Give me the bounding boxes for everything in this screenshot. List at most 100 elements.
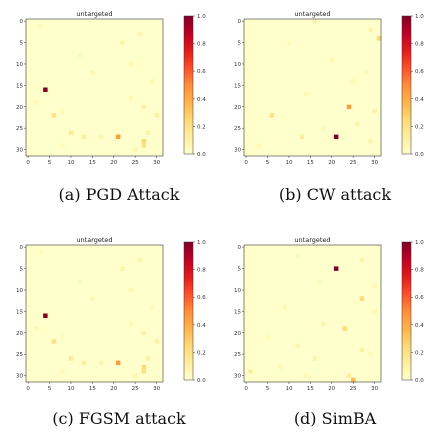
heatmap-cell: [128, 61, 134, 67]
chart-title: untargeted: [76, 10, 112, 18]
x-tick-label: 10: [67, 386, 74, 392]
heatmap-cell: [299, 134, 305, 140]
y-tick-label: 20: [234, 331, 241, 337]
y-tick-label: 25: [16, 126, 23, 132]
heatmap-cell: [265, 334, 270, 340]
heatmap-cell: [90, 296, 95, 301]
heatmap-cell: [137, 31, 142, 37]
x-tick-label: 25: [350, 160, 357, 166]
y-tick-label: 5: [20, 267, 24, 273]
y-tick-label: 5: [20, 41, 24, 47]
x-tick-label: 30: [153, 386, 160, 392]
x-tick-label: 10: [285, 160, 292, 166]
heatmap-cell: [351, 78, 356, 84]
x-tick-label: 30: [371, 386, 378, 392]
heatmap-cell: [359, 347, 365, 353]
heatmap-background: [26, 245, 163, 382]
heatmap-cell: [154, 339, 159, 344]
x-tick-label: 20: [110, 160, 117, 166]
heatmap-cell: [60, 108, 65, 114]
heatmap-cell: [137, 257, 142, 263]
colorbar-tick-label: 0.8: [197, 268, 206, 274]
y-tick-label: 10: [234, 62, 241, 68]
heatmap-panel-4: untargeted 0 5 10 15 20 25 30 0 5 10 15 20 25 30 0.0 0.2…: [228, 232, 444, 397]
heatmap-cell: [120, 266, 125, 271]
x-tick-label: 25: [350, 386, 357, 392]
y-tick-label: 25: [234, 352, 241, 358]
heatmap-cell: [269, 113, 275, 118]
heatmap-cell: [295, 343, 300, 348]
y-tick-label: 30: [16, 374, 23, 380]
heatmap-cell: [43, 87, 48, 92]
heatmap-cell: [372, 309, 377, 314]
y-tick-label: 10: [16, 288, 23, 294]
heatmap-cell: [43, 313, 48, 318]
heatmap-panel-3: untargeted 0 5 10 15 20 25 30 0 5 10 15 20 25 30 0.0 0.2…: [10, 232, 230, 397]
heatmap-cell: [368, 352, 373, 357]
x-tick-label: 15: [307, 160, 314, 166]
heatmap-cell: [303, 373, 309, 378]
heatmap-cell: [150, 304, 155, 310]
heatmap-cell: [346, 104, 352, 110]
heatmap-cell: [256, 143, 262, 148]
y-tick-label: 25: [234, 126, 241, 132]
y-tick-label: 0: [238, 19, 242, 25]
colorbar-tick-label: 0.0: [415, 378, 424, 384]
heatmap-cell: [51, 339, 57, 344]
heatmap-cell: [248, 369, 253, 374]
colorbar-tick-label: 0.0: [415, 152, 424, 158]
colorbar-tick-label: 0.6: [415, 69, 424, 75]
heatmap-cell: [376, 36, 382, 41]
colorbar-tick-label: 0.2: [197, 350, 206, 356]
colorbar: [401, 241, 412, 381]
x-tick-label: 5: [266, 160, 270, 166]
heatmap-cell: [372, 283, 377, 289]
x-tick-label: 30: [153, 160, 160, 166]
heatmap-frame: [243, 244, 382, 383]
y-tick-label: 0: [20, 19, 24, 25]
heatmap-cell: [355, 121, 360, 127]
colorbar-tick-label: 0.4: [197, 97, 206, 103]
heatmap-cell: [68, 356, 74, 361]
colorbar-tick-label: 0.6: [415, 295, 424, 301]
x-tick-label: 25: [132, 386, 139, 392]
heatmap-cell: [90, 70, 95, 75]
heatmap-frame: [25, 18, 164, 157]
y-tick-label: 20: [16, 105, 23, 111]
y-tick-label: 0: [20, 245, 24, 251]
heatmap-cell: [115, 134, 121, 140]
heatmap-cell: [141, 330, 147, 336]
x-tick-label: 15: [89, 160, 96, 166]
colorbar: [401, 15, 412, 155]
colorbar: [183, 15, 194, 155]
x-tick-label: 5: [48, 160, 52, 166]
x-tick-label: 25: [132, 160, 139, 166]
colorbar-tick-label: 0.4: [197, 323, 206, 329]
heatmap-cell: [68, 130, 74, 135]
colorbar-tick-label: 0.2: [197, 124, 206, 130]
heatmap-cell: [115, 360, 121, 366]
panel-caption: (c) FGSM attack: [52, 409, 186, 428]
heatmap-cell: [154, 113, 159, 118]
heatmap-background: [26, 19, 163, 156]
y-tick-label: 15: [234, 83, 241, 89]
heatmap-cell: [303, 91, 309, 97]
y-tick-label: 5: [238, 41, 242, 47]
heatmap-cell: [333, 266, 339, 271]
y-tick-label: 15: [16, 309, 23, 315]
colorbar-tick-label: 0.8: [197, 42, 206, 48]
heatmap-cell: [363, 70, 369, 75]
y-tick-label: 25: [16, 352, 23, 358]
heatmap-cell: [312, 356, 317, 361]
panel-caption: (d) SimBA: [293, 409, 377, 428]
heatmap-cell: [372, 108, 377, 114]
heatmap-cell: [38, 249, 44, 254]
x-tick-label: 20: [328, 386, 335, 392]
y-tick-label: 0: [238, 245, 242, 251]
heatmap-cell: [329, 57, 335, 63]
heatmap-background: [244, 245, 381, 382]
heatmap-cell: [312, 19, 317, 24]
heatmap-cell: [141, 138, 147, 144]
y-tick-label: 10: [234, 288, 241, 294]
